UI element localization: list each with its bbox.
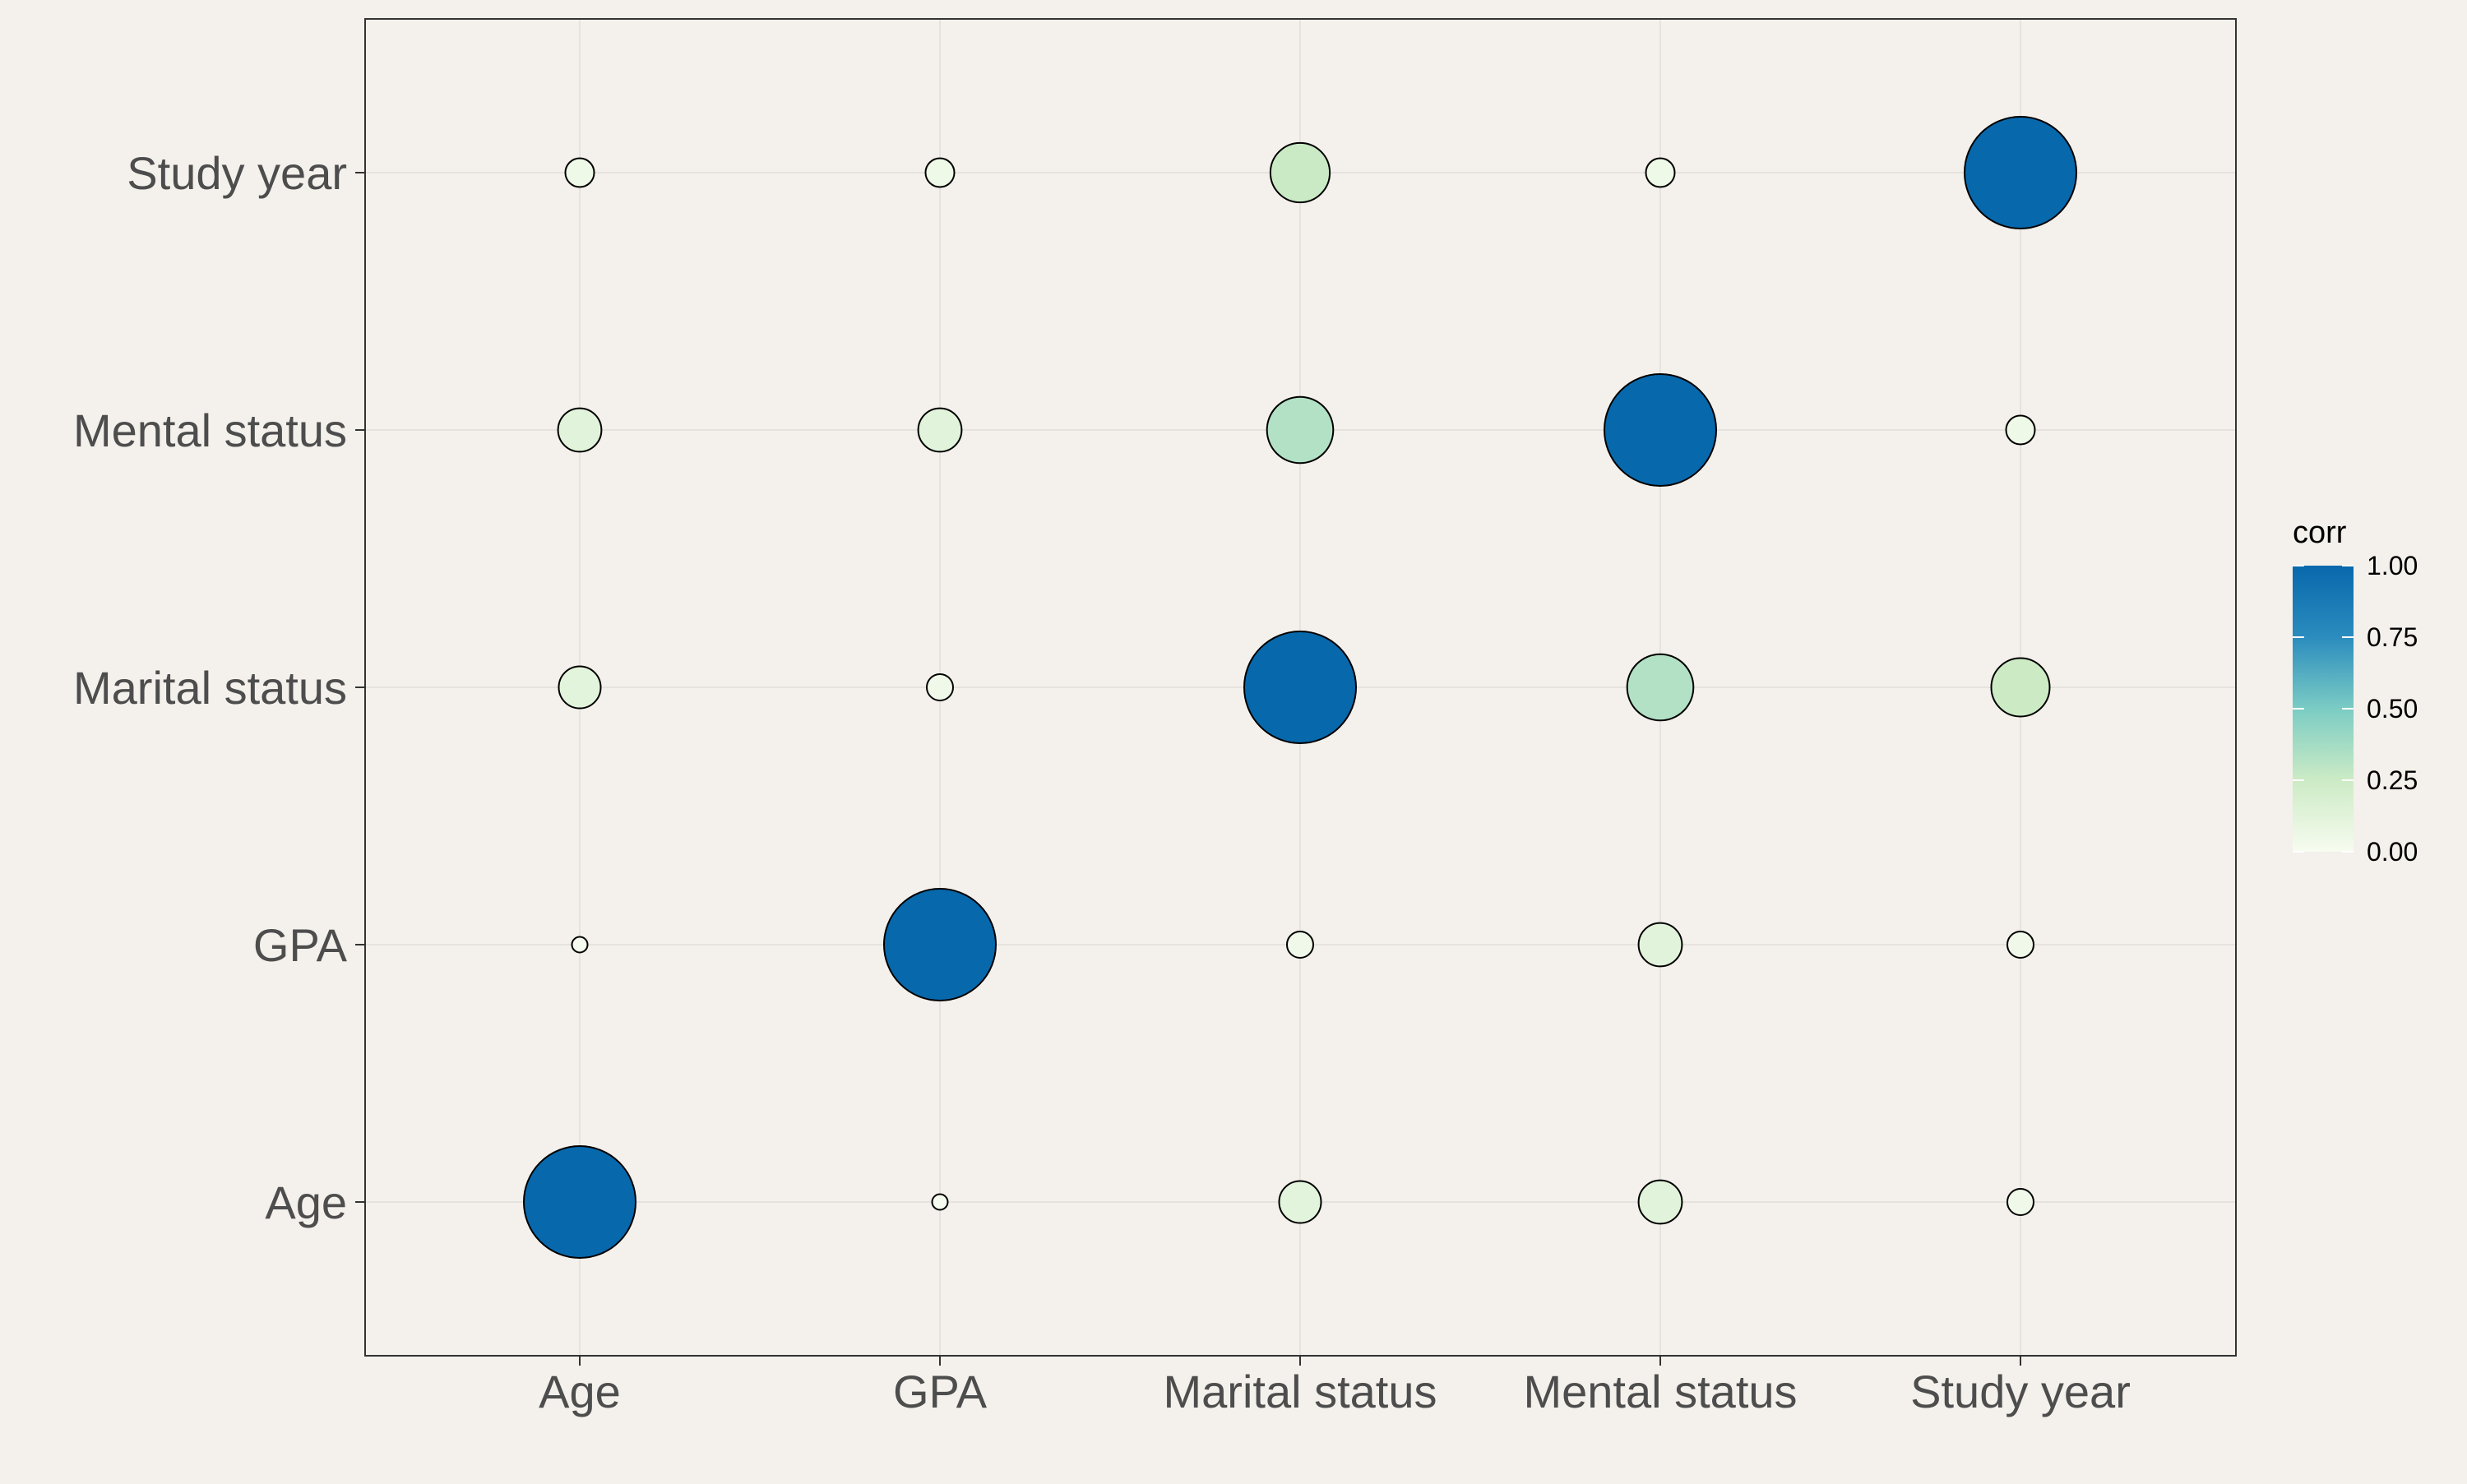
legend-ticks: 1.00 0.75 0.50 0.25 0.00: [2293, 551, 2418, 867]
x-axis: Age GPA Marital status Mental status Study y…: [539, 1356, 2131, 1417]
bubble-points: [523, 116, 2077, 1259]
legend-title: corr: [2293, 515, 2347, 550]
point-age-gpa: [931, 1193, 949, 1211]
point-study-year-gpa: [924, 157, 956, 188]
point-age-age: [523, 1145, 636, 1259]
x-tick-label: Mental status: [1523, 1366, 1797, 1417]
point-mental-status-marital-status: [1266, 395, 1335, 465]
legend-tick-label: 0.75: [2367, 622, 2418, 652]
legend-tick-label: 0.50: [2367, 694, 2418, 724]
point-marital-status-marital-status: [1243, 631, 1357, 744]
point-gpa-study-year: [2006, 931, 2034, 959]
y-tick-label: Mental status: [73, 405, 347, 456]
legend-tick-label: 0.00: [2367, 837, 2418, 867]
y-tick-label: Study year: [127, 147, 347, 199]
point-study-year-marital-status: [1269, 141, 1331, 204]
point-marital-status-study-year: [1990, 657, 2051, 718]
y-tick-label: GPA: [253, 919, 348, 971]
y-tick-label: Marital status: [73, 662, 347, 714]
point-study-year-age: [564, 157, 595, 188]
point-marital-status-age: [558, 665, 602, 710]
point-mental-status-mental-status: [1604, 373, 1717, 487]
x-tick-label: Study year: [1910, 1366, 2131, 1417]
point-marital-status-mental-status: [1626, 653, 1695, 722]
point-age-study-year: [2006, 1188, 2034, 1216]
point-age-mental-status: [1637, 1179, 1683, 1225]
legend-tick-label: 0.25: [2367, 765, 2418, 795]
point-gpa-mental-status: [1637, 922, 1683, 968]
x-tick-label: Marital status: [1164, 1366, 1437, 1417]
point-marital-status-gpa: [926, 673, 954, 701]
point-age-marital-status: [1278, 1180, 1322, 1224]
y-axis: Age GPA Marital status Mental status Study y…: [73, 147, 365, 1228]
point-gpa-gpa: [883, 888, 997, 1001]
x-tick-label: Age: [539, 1366, 621, 1417]
point-gpa-marital-status: [1286, 931, 1314, 959]
point-study-year-mental-status: [1645, 157, 1676, 188]
point-mental-status-age: [557, 407, 603, 453]
point-mental-status-gpa: [917, 407, 963, 453]
legend-tick-label: 1.00: [2367, 551, 2418, 580]
point-gpa-age: [571, 936, 589, 954]
point-study-year-study-year: [1964, 116, 2077, 229]
legend: corr 1.00 0.75 0.50 0.25 0.00: [2293, 515, 2418, 867]
y-tick-label: Age: [265, 1177, 347, 1228]
point-mental-status-study-year: [2005, 414, 2036, 446]
x-tick-label: GPA: [893, 1366, 988, 1417]
